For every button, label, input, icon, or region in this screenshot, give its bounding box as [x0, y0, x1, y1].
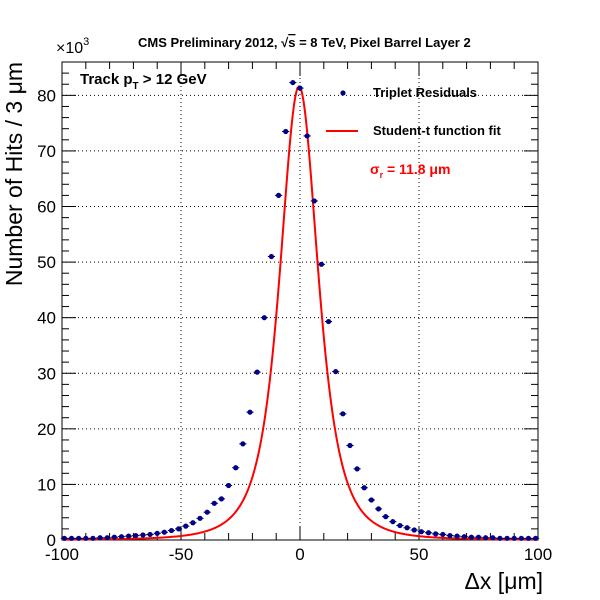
data-point [483, 535, 489, 541]
x-tick-label: -50 [169, 545, 194, 564]
data-point [261, 315, 267, 321]
data-point [533, 535, 539, 541]
data-point [254, 369, 260, 375]
data-point [397, 522, 403, 529]
data-point [375, 506, 382, 512]
y-tick-label: 10 [37, 475, 56, 494]
data-point [454, 533, 460, 539]
data-point [76, 535, 82, 541]
y-tick-label: 80 [37, 86, 56, 105]
x-tick-labels: -100 -50 0 50 100 [45, 545, 552, 564]
grid [62, 62, 538, 540]
data-point [333, 368, 339, 375]
x-tick-label: -100 [45, 545, 79, 564]
data-point [97, 535, 103, 541]
data-point [404, 525, 410, 531]
data-point [140, 532, 146, 538]
data-point [475, 534, 482, 540]
data-point [340, 411, 346, 417]
data-point [168, 527, 175, 534]
data-point [197, 515, 203, 521]
axis-ticks [61, 61, 539, 541]
data-point [383, 514, 389, 520]
data-point [347, 442, 353, 449]
data-point [433, 531, 439, 537]
data-point [461, 534, 467, 540]
data-point [304, 133, 310, 139]
data-point [268, 253, 275, 260]
data-point [61, 535, 67, 541]
data-point [90, 535, 96, 541]
data-point [425, 530, 432, 536]
x-tick-label: 50 [410, 545, 429, 564]
data-point [411, 527, 417, 533]
data-point [83, 535, 89, 541]
data-point [490, 535, 496, 541]
y-tick-label: 70 [37, 142, 56, 161]
y-axis-label: Number of Hits / 3 μm [1, 62, 27, 286]
data-point [161, 529, 167, 535]
data-point [154, 530, 160, 536]
y-tick-label: 50 [37, 253, 56, 272]
y-tick-label: 30 [37, 364, 56, 383]
y-axis-multiplier: ×103 [56, 36, 89, 57]
x-axis-label: Δx [μm] [465, 568, 543, 594]
data-point [118, 534, 125, 540]
legend-marker-points [340, 90, 346, 96]
data-point [418, 529, 424, 535]
data-point [468, 534, 474, 540]
data-points [60, 79, 540, 541]
data-point [518, 535, 524, 541]
data-point [390, 519, 396, 525]
y-tick-labels: 0 10 20 30 40 50 60 70 80 [37, 86, 56, 550]
data-point [68, 535, 75, 541]
data-point [211, 500, 217, 506]
data-point [511, 535, 517, 541]
data-point [111, 534, 117, 540]
data-point [233, 465, 239, 471]
data-point [525, 535, 532, 541]
track-pt-cut-label: Track pT > 12 GeV [80, 71, 207, 92]
data-point [240, 441, 246, 447]
data-point [311, 198, 317, 204]
data-point [497, 535, 503, 541]
data-point [504, 535, 510, 541]
x-tick-label: 100 [524, 545, 552, 564]
x-tick-label: 0 [295, 545, 304, 564]
data-point [447, 532, 453, 539]
data-point [290, 79, 296, 86]
data-point [275, 192, 282, 198]
data-point [133, 532, 139, 539]
data-point [218, 496, 225, 502]
data-point [283, 128, 289, 135]
legend-label-fit: Student-t function fit [373, 123, 501, 138]
y-tick-label: 40 [37, 309, 56, 328]
sigma-annotation: σr = 11.8 μm [370, 161, 450, 180]
y-tick-label: 0 [47, 531, 56, 550]
data-point [226, 482, 232, 489]
data-point [297, 85, 303, 91]
data-point [126, 533, 132, 539]
data-point [368, 497, 374, 503]
data-point [204, 509, 210, 515]
data-point [354, 466, 360, 472]
legend: Triplet Residuals Student-t function fit… [326, 85, 501, 180]
data-point [104, 535, 110, 541]
chart-title: CMS Preliminary 2012, √s = 8 TeV, Pixel … [138, 35, 471, 50]
data-point [183, 523, 189, 529]
y-tick-label: 60 [37, 198, 56, 217]
legend-label-points: Triplet Residuals [373, 85, 477, 100]
data-point [318, 261, 325, 267]
data-point [190, 520, 196, 526]
data-point [147, 531, 153, 538]
data-point [176, 526, 182, 532]
y-tick-label: 20 [37, 420, 56, 439]
data-point [440, 531, 446, 538]
data-point [325, 318, 332, 325]
data-point [247, 409, 253, 415]
data-point [361, 485, 367, 491]
